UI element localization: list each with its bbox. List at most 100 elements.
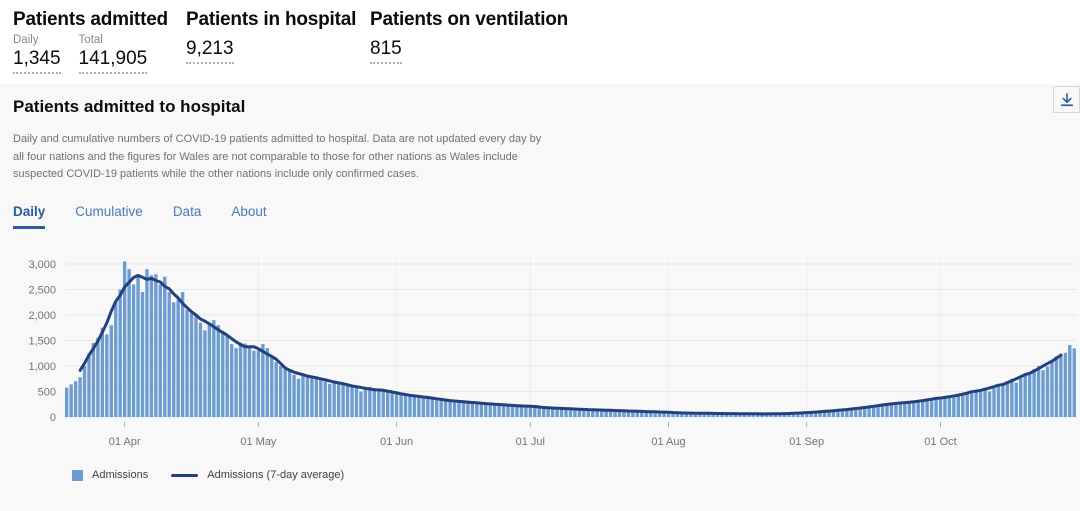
admissions-bar[interactable] bbox=[1032, 369, 1036, 417]
admissions-bar[interactable] bbox=[426, 395, 430, 417]
admissions-bar[interactable] bbox=[796, 413, 800, 417]
admissions-bar[interactable] bbox=[203, 330, 207, 417]
admissions-bar[interactable] bbox=[314, 376, 319, 417]
admissions-bar[interactable] bbox=[252, 350, 256, 417]
admissions-bar[interactable] bbox=[858, 408, 862, 417]
admissions-bar[interactable] bbox=[417, 397, 421, 417]
admissions-bar[interactable] bbox=[363, 389, 368, 417]
admissions-bar[interactable] bbox=[452, 402, 457, 417]
admissions-bar[interactable] bbox=[238, 342, 243, 417]
admissions-bar[interactable] bbox=[194, 315, 198, 417]
admissions-bar[interactable] bbox=[528, 406, 533, 417]
admissions-bar[interactable] bbox=[876, 405, 880, 417]
admissions-bar[interactable] bbox=[813, 412, 818, 417]
admissions-bar[interactable] bbox=[501, 405, 506, 417]
admissions-bar[interactable] bbox=[970, 391, 974, 417]
admissions-bar[interactable] bbox=[689, 413, 693, 417]
admissions-bar[interactable] bbox=[377, 389, 381, 417]
admissions-bar[interactable] bbox=[854, 408, 858, 417]
admissions-bar[interactable] bbox=[631, 410, 635, 417]
admissions-bar[interactable] bbox=[805, 412, 809, 417]
admissions-bar[interactable] bbox=[457, 400, 461, 417]
admissions-bar[interactable] bbox=[586, 410, 590, 417]
admissions-bar[interactable] bbox=[435, 398, 439, 418]
admissions-bar[interactable] bbox=[1036, 366, 1041, 417]
admissions-bar[interactable] bbox=[278, 366, 283, 417]
admissions-bar[interactable] bbox=[109, 325, 113, 417]
admissions-bar[interactable] bbox=[292, 374, 296, 417]
admissions-bar[interactable] bbox=[394, 392, 399, 417]
admissions-bar[interactable] bbox=[1001, 383, 1005, 417]
tab-cumulative[interactable]: Cumulative bbox=[75, 204, 143, 229]
admissions-bar[interactable] bbox=[385, 391, 390, 417]
admissions-bar[interactable] bbox=[604, 410, 608, 417]
admissions-bar[interactable] bbox=[381, 390, 385, 417]
admissions-bar[interactable] bbox=[345, 383, 350, 417]
admissions-bar[interactable] bbox=[408, 395, 412, 417]
admissions-bar[interactable] bbox=[475, 403, 479, 417]
admissions-bar[interactable] bbox=[903, 402, 907, 417]
admissions-bar[interactable] bbox=[706, 413, 711, 417]
admissions-bar[interactable] bbox=[296, 378, 301, 417]
admissions-bar[interactable] bbox=[577, 409, 582, 417]
admissions-bar[interactable] bbox=[916, 401, 920, 417]
stat-value-in-hospital[interactable]: 9,213 bbox=[186, 38, 234, 64]
admissions-bar[interactable] bbox=[880, 404, 885, 417]
admissions-bar[interactable] bbox=[270, 356, 274, 417]
admissions-bar[interactable] bbox=[546, 408, 550, 417]
admissions-bar[interactable] bbox=[149, 275, 154, 417]
admissions-bar[interactable] bbox=[961, 394, 965, 418]
admissions-bar[interactable] bbox=[1023, 375, 1027, 417]
admissions-bar[interactable] bbox=[484, 404, 488, 417]
admissions-bar[interactable] bbox=[1010, 378, 1014, 417]
admissions-bar[interactable] bbox=[987, 391, 992, 418]
admissions-bar[interactable] bbox=[461, 400, 466, 417]
admissions-bar[interactable] bbox=[158, 284, 163, 417]
admissions-bar[interactable] bbox=[983, 387, 987, 417]
admissions-bar[interactable] bbox=[1041, 370, 1045, 417]
admissions-bar[interactable] bbox=[608, 410, 613, 417]
admissions-bar[interactable] bbox=[69, 384, 73, 417]
admissions-bar[interactable] bbox=[510, 406, 515, 417]
admissions-bar[interactable] bbox=[885, 404, 889, 417]
admissions-bar[interactable] bbox=[439, 399, 443, 417]
admissions-bar[interactable] bbox=[764, 413, 769, 417]
admissions-bar[interactable] bbox=[341, 382, 345, 417]
admissions-bar[interactable] bbox=[671, 412, 675, 417]
tab-data[interactable]: Data bbox=[173, 204, 202, 229]
admissions-bar[interactable] bbox=[403, 394, 408, 417]
admissions-bar[interactable] bbox=[947, 396, 952, 417]
admissions-bar[interactable] bbox=[448, 401, 452, 417]
admissions-bar[interactable] bbox=[943, 397, 947, 417]
admissions-bar[interactable] bbox=[550, 408, 555, 417]
admissions-bar[interactable] bbox=[747, 413, 751, 417]
admissions-bar[interactable] bbox=[742, 413, 747, 417]
admissions-bar[interactable] bbox=[87, 353, 91, 417]
admissions-bar[interactable] bbox=[599, 409, 604, 417]
admissions-bar[interactable] bbox=[323, 381, 327, 417]
admissions-bar[interactable] bbox=[519, 405, 524, 417]
admissions-bar[interactable] bbox=[662, 412, 666, 417]
admissions-bar[interactable] bbox=[925, 399, 929, 417]
admissions-bar[interactable] bbox=[176, 299, 180, 417]
admissions-bar[interactable] bbox=[653, 411, 657, 417]
admissions-bar[interactable] bbox=[234, 348, 238, 417]
admissions-bar[interactable] bbox=[443, 400, 448, 417]
admissions-bar[interactable] bbox=[622, 410, 626, 417]
admissions-bar[interactable] bbox=[310, 375, 314, 417]
admissions-bar[interactable] bbox=[336, 381, 341, 417]
admissions-bar[interactable] bbox=[1045, 366, 1050, 417]
admissions-bar[interactable] bbox=[180, 292, 185, 417]
admissions-bar[interactable] bbox=[894, 403, 898, 417]
admissions-bar[interactable] bbox=[368, 386, 372, 417]
admissions-bar[interactable] bbox=[261, 344, 265, 417]
download-button[interactable] bbox=[1053, 86, 1080, 113]
admissions-bar[interactable] bbox=[332, 381, 336, 417]
admissions-bar[interactable] bbox=[73, 381, 78, 417]
admissions-bar[interactable] bbox=[934, 398, 938, 417]
admissions-bar[interactable] bbox=[287, 369, 292, 417]
admissions-bar[interactable] bbox=[136, 276, 140, 417]
admissions-bar[interactable] bbox=[221, 331, 225, 417]
admissions-bar[interactable] bbox=[319, 379, 323, 417]
admissions-bar[interactable] bbox=[680, 412, 684, 417]
